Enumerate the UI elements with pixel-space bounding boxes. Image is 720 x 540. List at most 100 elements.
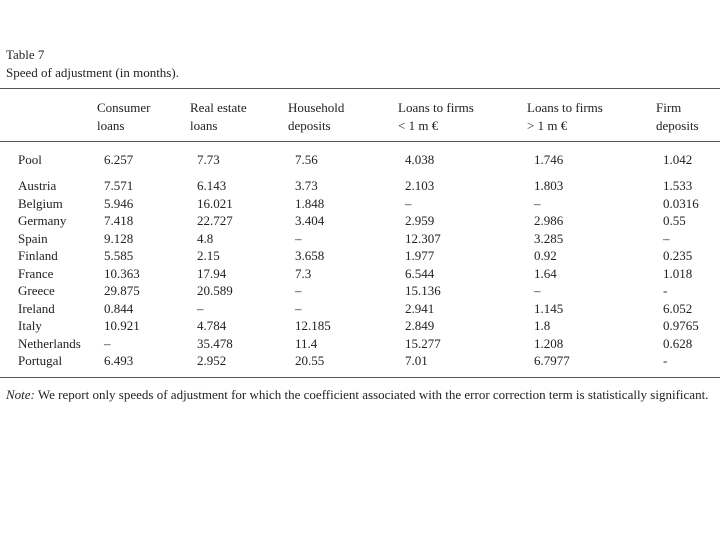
table-cell: 2.15 — [197, 248, 220, 263]
table-cell: 1.042 — [663, 152, 693, 167]
column-header: Firm — [656, 100, 682, 115]
table-cell: 1.977 — [405, 248, 435, 263]
table-cell: 4.038 — [405, 152, 435, 167]
row-label: Pool — [18, 152, 42, 167]
table-cell: 20.589 — [197, 283, 233, 298]
table-cell: 2.849 — [405, 318, 435, 333]
table-cell: 12.307 — [405, 230, 441, 246]
bottom-rule — [0, 377, 720, 378]
table-cell: 6.143 — [197, 178, 227, 193]
column-header: Consumer — [97, 100, 151, 115]
table-cell: 0.55 — [663, 213, 686, 228]
table-cell: 10.363 — [104, 265, 140, 281]
column-header: Loans to firms — [527, 100, 603, 115]
row-label: Italy — [18, 318, 42, 333]
table-cell: 16.021 — [197, 195, 233, 211]
table-cell: – — [197, 300, 204, 316]
table-cell: 6.257 — [104, 152, 134, 167]
table-cell: 12.185 — [295, 318, 331, 333]
row-label: Belgium — [18, 195, 63, 211]
table-cell: 4.8 — [197, 230, 214, 246]
table-cell: 3.285 — [534, 230, 564, 246]
table-cell: 20.55 — [295, 353, 325, 368]
table-cell: 11.4 — [295, 335, 318, 351]
row-label: Ireland — [18, 300, 55, 316]
table-cell: 17.94 — [197, 265, 227, 281]
table-cell: 1.533 — [663, 178, 693, 193]
column-header: loans — [97, 118, 125, 133]
table-cell: – — [295, 230, 302, 246]
row-label: Greece — [18, 283, 55, 298]
column-header: > 1 m € — [527, 118, 568, 133]
table-cell: 3.404 — [295, 213, 325, 228]
table-cell: 1.803 — [534, 178, 564, 193]
table-cell: 6.7977 — [534, 353, 570, 368]
note-label: Note: — [6, 387, 35, 402]
table-cell: – — [295, 300, 302, 316]
table-cell: - — [663, 353, 668, 368]
note-text: We report only speeds of adjustment for … — [37, 387, 709, 402]
row-label: Netherlands — [18, 335, 81, 351]
table-cell: - — [663, 283, 668, 298]
column-header: deposits — [656, 118, 699, 133]
table-cell: 7.56 — [295, 152, 318, 167]
table-title: Table 7 — [6, 47, 45, 62]
table-cell: – — [295, 283, 302, 298]
table-cell: 1.64 — [534, 265, 557, 281]
table-cell: 6.493 — [104, 353, 134, 368]
header-rule — [0, 141, 720, 142]
table-cell: 0.844 — [104, 300, 134, 316]
table-cell: 7.571 — [104, 178, 134, 193]
table-cell: 7.01 — [405, 353, 428, 368]
top-rule — [0, 88, 720, 89]
table-cell: 0.0316 — [663, 195, 699, 211]
table-cell: 4.784 — [197, 318, 227, 333]
column-header: loans — [190, 118, 218, 133]
table-cell: 2.941 — [405, 300, 435, 316]
table-cell: 7.73 — [197, 152, 220, 167]
table-cell: 3.73 — [295, 178, 318, 193]
table-cell: 5.946 — [104, 195, 134, 211]
table-cell: 0.235 — [663, 248, 693, 263]
table-cell: 15.136 — [405, 283, 441, 298]
column-header: Loans to firms — [398, 100, 474, 115]
row-label: Germany — [18, 213, 67, 228]
table-cell: 2.952 — [197, 353, 227, 368]
table-cell: 10.921 — [104, 318, 140, 333]
table-cell: 9.128 — [104, 230, 134, 246]
table-cell: – — [663, 230, 670, 246]
table-cell: 3.658 — [295, 248, 325, 263]
table-cell: 1.848 — [295, 195, 325, 211]
table-cell: 1.8 — [534, 318, 551, 333]
table-cell: 6.544 — [405, 265, 435, 281]
row-label: Austria — [18, 178, 57, 193]
table-cell: 35.478 — [197, 335, 233, 351]
column-header: deposits — [288, 118, 331, 133]
column-header: Real estate — [190, 100, 247, 115]
table-cell: 7.3 — [295, 265, 312, 281]
column-header: Household — [288, 100, 345, 115]
table-cell: 29.875 — [104, 283, 140, 298]
table-cell: – — [534, 195, 541, 211]
row-label: Spain — [18, 230, 48, 246]
table-cell: 5.585 — [104, 248, 134, 263]
table-cell: – — [534, 283, 541, 298]
table-cell: 22.727 — [197, 213, 233, 228]
table-cell: 2.986 — [534, 213, 564, 228]
table-cell: 2.959 — [405, 213, 435, 228]
table-cell: 15.277 — [405, 335, 441, 351]
column-header: < 1 m € — [398, 118, 439, 133]
row-label: Portugal — [18, 353, 63, 368]
table-cell: 1.018 — [663, 265, 693, 281]
table-cell: 1.145 — [534, 300, 564, 316]
table-cell: – — [104, 335, 111, 351]
table-cell: 6.052 — [663, 300, 693, 316]
table-cell: 0.92 — [534, 248, 557, 263]
table-cell: – — [405, 195, 412, 211]
table-note: Note: We report only speeds of adjustmen… — [6, 386, 720, 404]
table-cell: 7.418 — [104, 213, 134, 228]
row-label: France — [18, 265, 54, 281]
table-subtitle: Speed of adjustment (in months). — [6, 65, 179, 80]
table-cell: 1.746 — [534, 152, 564, 167]
